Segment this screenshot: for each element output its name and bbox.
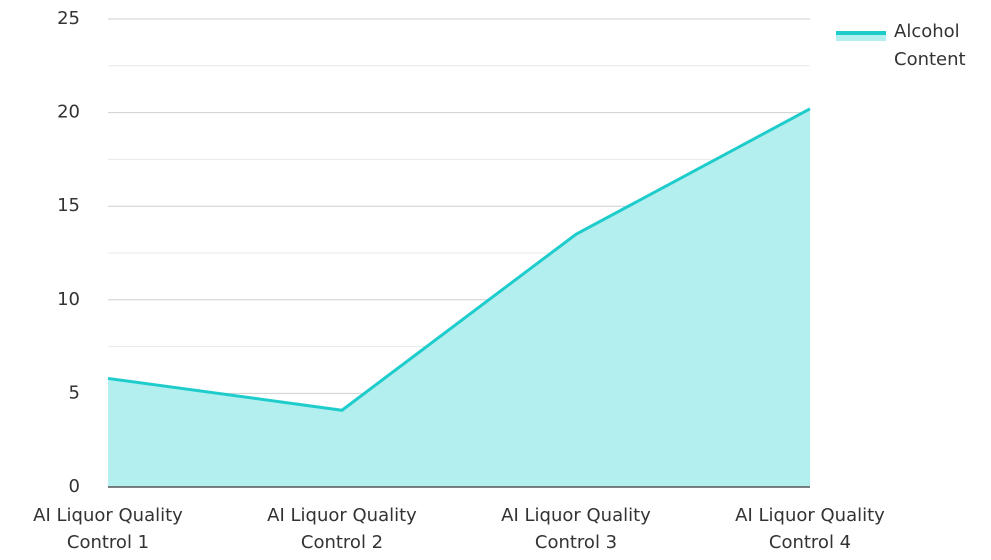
x-tick-label: AI Liquor Quality Control 2: [267, 505, 417, 553]
line: [107, 107, 811, 412]
y-tick-label: 10: [57, 289, 80, 310]
y-tick-label: 15: [57, 195, 80, 216]
x-tick-label: AI Liquor Quality Control 4: [735, 505, 885, 553]
y-tick-label: 0: [69, 476, 80, 497]
x-tick-label: AI Liquor Quality Control 1: [33, 505, 183, 553]
legend-swatch-fill: [836, 35, 886, 41]
legend-label: Alcohol Content: [894, 21, 966, 70]
y-tick-label: 20: [57, 102, 80, 123]
x-tick-label: AI Liquor Quality Control 3: [501, 505, 651, 553]
y-tick-label: 25: [57, 8, 80, 29]
y-tick-label: 5: [69, 382, 80, 403]
